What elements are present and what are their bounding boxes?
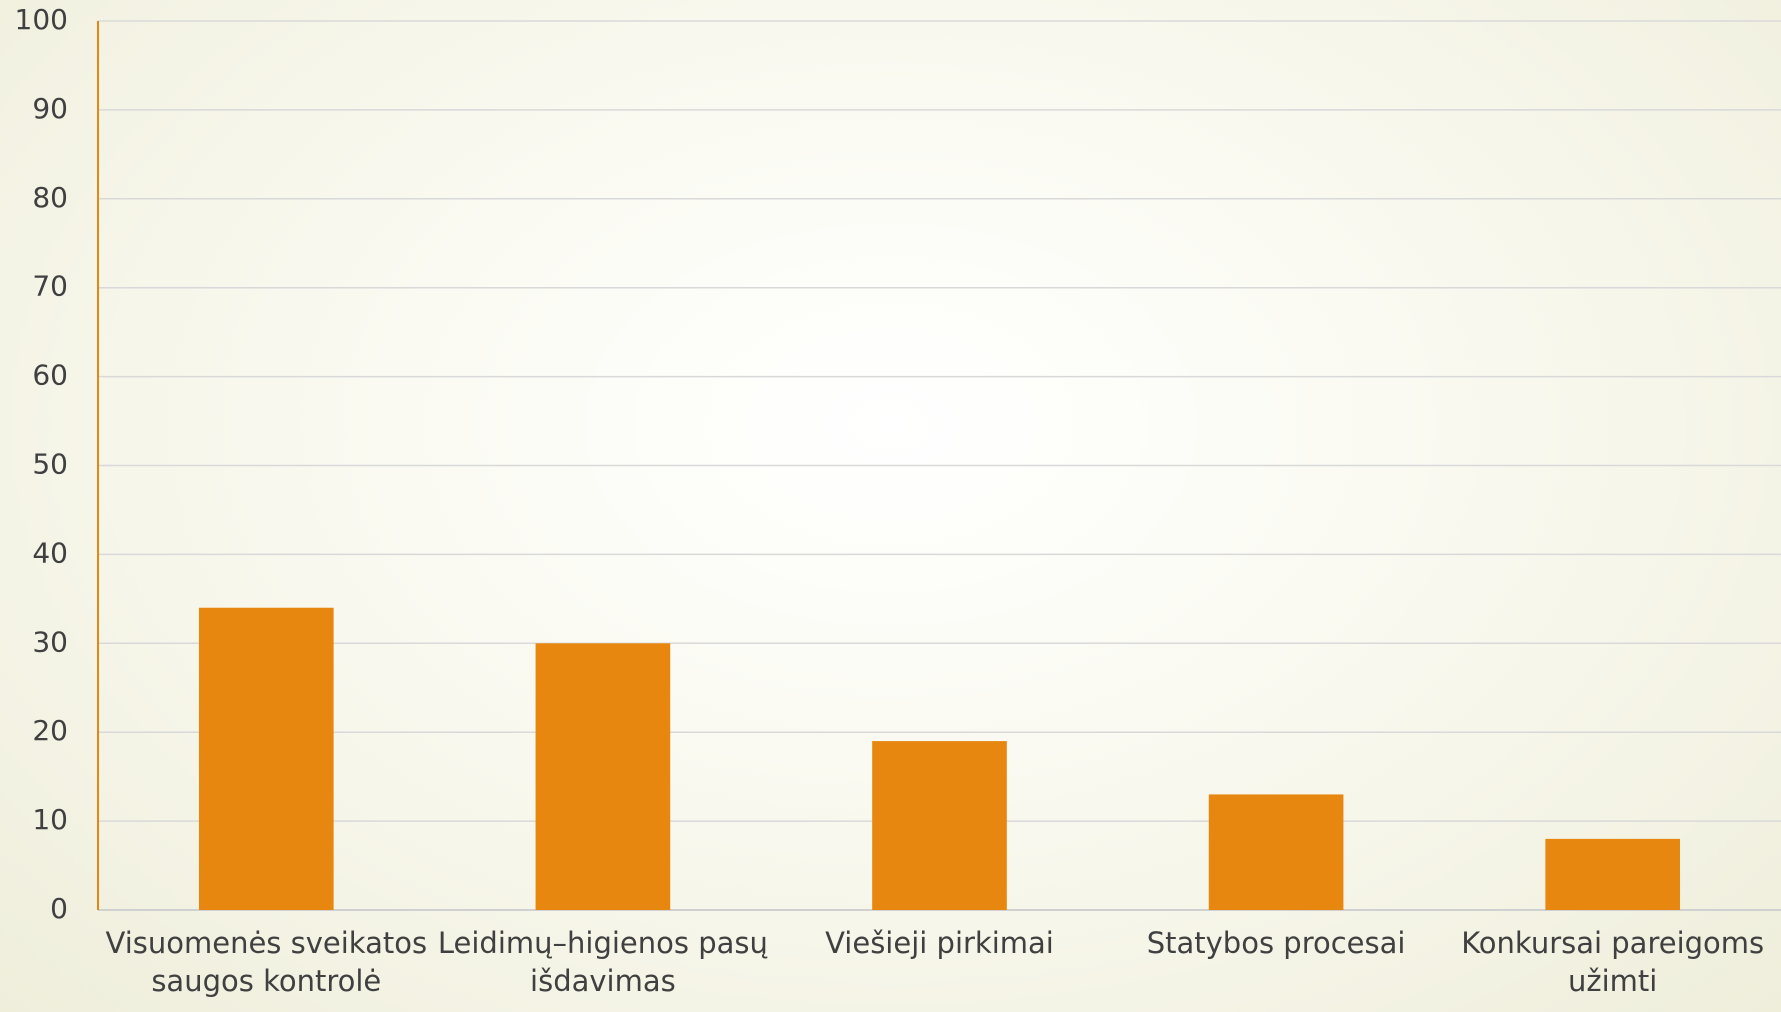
- x-tick-label: Statybos procesai: [1146, 926, 1406, 960]
- y-tick-label: 90: [32, 92, 68, 125]
- bar: [1545, 838, 1681, 910]
- bar: [872, 741, 1007, 910]
- x-tick-label: Visuomenės sveikatos saugos kontrolė: [105, 926, 428, 998]
- y-tick-label: 80: [32, 181, 68, 214]
- bar: [1208, 794, 1344, 910]
- x-tick-label: Konkursai pareigoms užimti: [1461, 926, 1765, 998]
- x-tick-label: Leidimų–higienos pasų išdavimas: [437, 926, 768, 998]
- x-tick-label: Viešieji pirkimai: [825, 926, 1054, 960]
- y-tick-label: 20: [32, 714, 68, 747]
- y-tick-label: 40: [32, 536, 68, 569]
- y-tick-label: 50: [32, 448, 68, 481]
- bar: [198, 607, 334, 910]
- bar: [535, 643, 671, 910]
- y-tick-label: 0: [50, 892, 68, 925]
- y-tick-label: 60: [32, 359, 68, 392]
- y-tick-label: 100: [15, 3, 68, 36]
- y-tick-label: 30: [32, 625, 68, 658]
- y-tick-label: 70: [32, 270, 68, 303]
- y-tick-label: 10: [32, 803, 68, 836]
